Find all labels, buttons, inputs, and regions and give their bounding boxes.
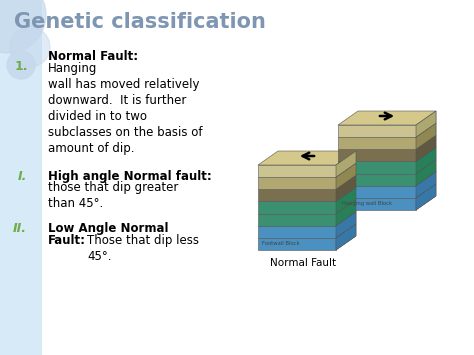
Text: Low Angle Normal: Low Angle Normal — [48, 222, 168, 235]
Polygon shape — [338, 162, 416, 174]
Polygon shape — [338, 174, 416, 186]
Text: Fault:: Fault: — [48, 234, 86, 247]
Polygon shape — [258, 177, 336, 189]
Circle shape — [0, 0, 46, 53]
Polygon shape — [416, 147, 436, 174]
Polygon shape — [258, 226, 336, 238]
Polygon shape — [258, 189, 336, 201]
Polygon shape — [338, 149, 416, 162]
Polygon shape — [336, 175, 356, 201]
Circle shape — [7, 51, 35, 79]
Polygon shape — [336, 151, 356, 177]
Polygon shape — [338, 198, 416, 210]
Text: Hanging wall Block: Hanging wall Block — [342, 201, 392, 206]
Polygon shape — [258, 151, 356, 165]
Polygon shape — [336, 151, 356, 250]
Polygon shape — [338, 186, 416, 198]
Text: I.: I. — [18, 170, 27, 183]
Text: Those that dip less
45°.: Those that dip less 45°. — [87, 234, 199, 263]
Text: II.: II. — [13, 222, 27, 235]
Polygon shape — [336, 212, 356, 238]
Polygon shape — [338, 125, 416, 137]
Text: those that dip greater
than 45°.: those that dip greater than 45°. — [48, 181, 178, 210]
Polygon shape — [258, 201, 336, 214]
FancyBboxPatch shape — [0, 0, 42, 355]
Text: Normal Fault: Normal Fault — [270, 258, 336, 268]
Polygon shape — [258, 238, 336, 250]
Polygon shape — [336, 224, 356, 250]
Polygon shape — [336, 187, 356, 214]
Text: Genetic classification: Genetic classification — [14, 12, 266, 32]
Polygon shape — [416, 135, 436, 162]
Polygon shape — [416, 159, 436, 186]
Text: Footwall Block: Footwall Block — [262, 241, 300, 246]
Polygon shape — [416, 111, 436, 210]
Text: 1.: 1. — [14, 60, 28, 73]
Text: High angle Normal fault:: High angle Normal fault: — [48, 170, 212, 183]
Polygon shape — [416, 172, 436, 198]
Text: Hanging
wall has moved relatively
downward.  It is further
divided in to two
sub: Hanging wall has moved relatively downwa… — [48, 62, 202, 155]
Polygon shape — [416, 184, 436, 210]
Circle shape — [10, 27, 50, 67]
Polygon shape — [258, 165, 336, 177]
Text: Normal Fault:: Normal Fault: — [48, 50, 138, 63]
Polygon shape — [338, 111, 436, 125]
Polygon shape — [336, 163, 356, 189]
Polygon shape — [336, 200, 356, 226]
Polygon shape — [416, 123, 436, 149]
Polygon shape — [416, 111, 436, 137]
Polygon shape — [338, 137, 416, 149]
Polygon shape — [258, 214, 336, 226]
